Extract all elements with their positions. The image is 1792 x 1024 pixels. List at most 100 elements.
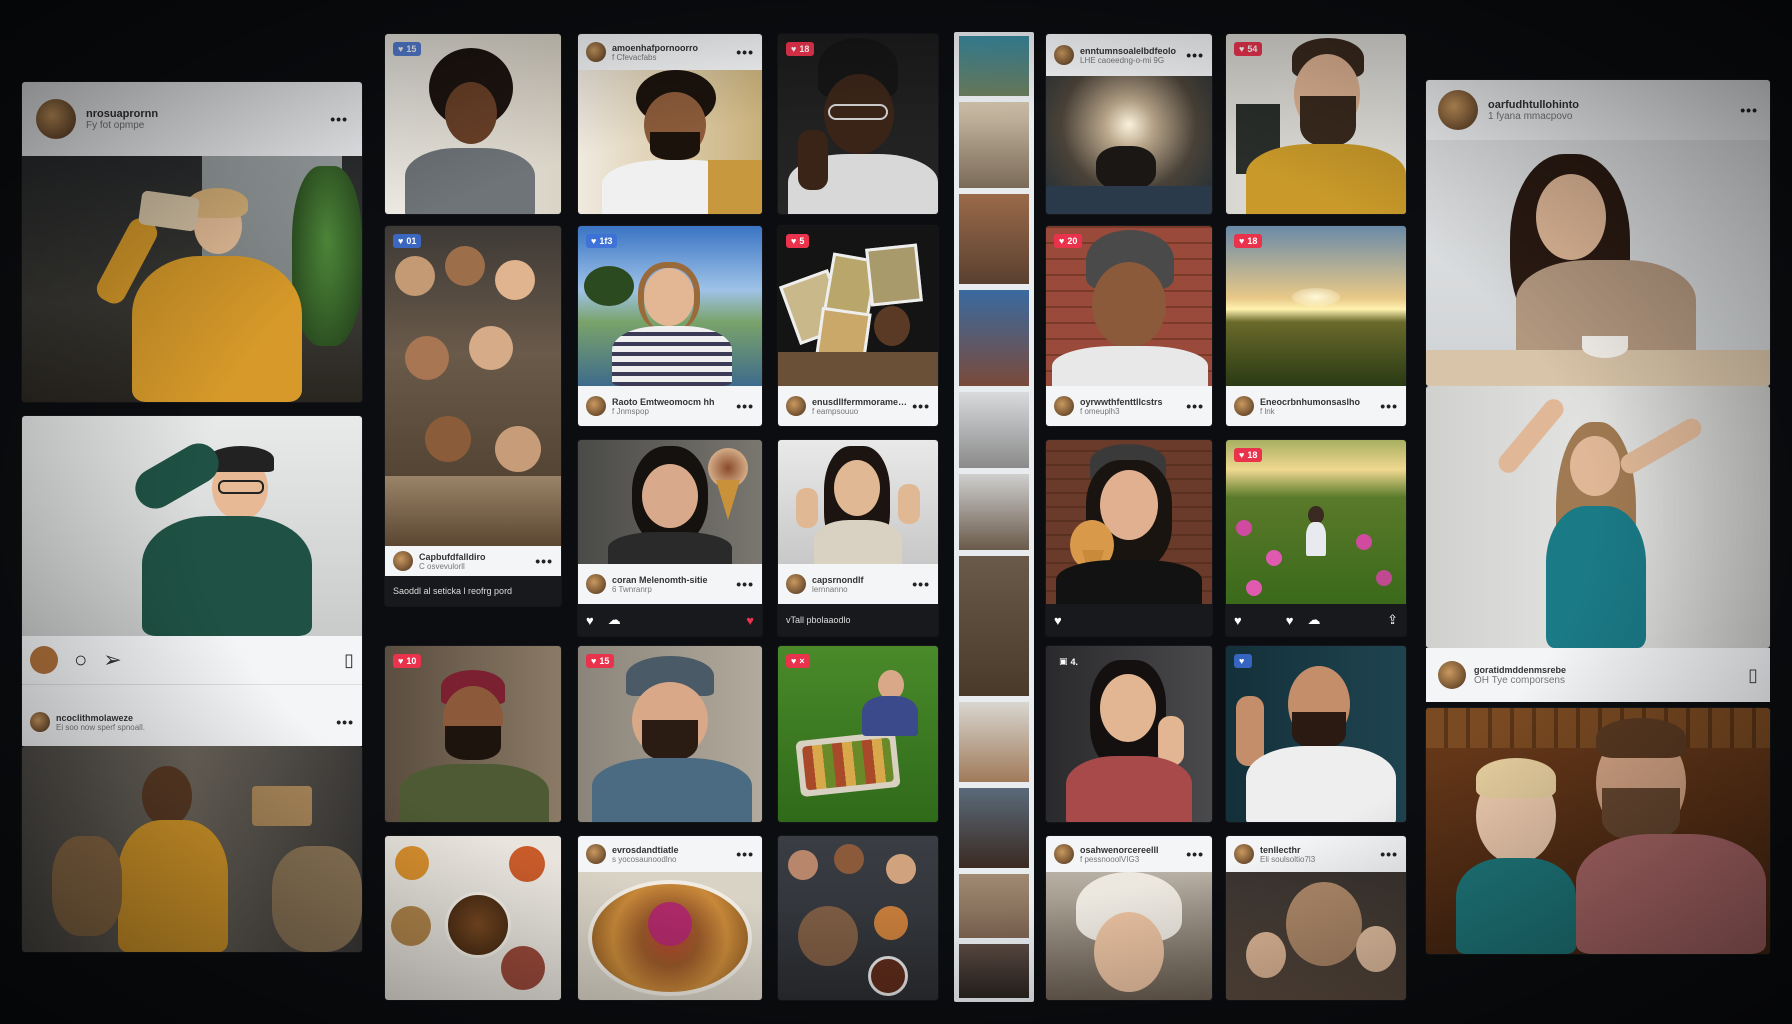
thumbnail[interactable] [959, 788, 1029, 868]
post-card[interactable]: osahwenorcereelll f pessnooolVIG3 ••• [1046, 836, 1212, 1000]
bookmark-icon[interactable]: ▯ [1748, 664, 1758, 685]
post-card[interactable]: ♥ 15 [578, 646, 762, 822]
thumbnail[interactable] [959, 392, 1029, 468]
post-card[interactable]: ○ ➢ ▯ ••• [22, 416, 362, 746]
post-username[interactable]: oyrwwthfenttllcstrs [1080, 396, 1163, 407]
avatar[interactable] [1234, 844, 1254, 864]
post-username[interactable]: tenllecthr [1260, 844, 1301, 855]
thumbnail[interactable] [959, 102, 1029, 188]
comment-icon[interactable]: ○ [74, 647, 88, 672]
like-icon[interactable]: ♥ [1285, 612, 1294, 628]
post-card[interactable]: ♥ [1226, 646, 1406, 822]
post-card[interactable] [1426, 386, 1770, 648]
avatar[interactable] [1054, 844, 1074, 864]
thumbnail[interactable] [959, 36, 1029, 96]
more-options-icon[interactable]: ••• [535, 553, 553, 569]
post-username[interactable]: osahwenorcereelll [1080, 844, 1159, 855]
post-photo[interactable] [1226, 646, 1406, 822]
post-username[interactable]: Raoto Emtweomocm hh [612, 396, 715, 407]
share-icon[interactable]: ⇪ [1387, 612, 1398, 627]
post-photo[interactable] [1046, 440, 1212, 604]
post-photo[interactable] [385, 34, 561, 214]
post-card[interactable] [1426, 708, 1770, 954]
post-photo[interactable] [778, 34, 938, 214]
avatar[interactable] [36, 99, 76, 139]
post-card[interactable]: tenllecthr Eli soulsoltio7l3 ••• [1226, 836, 1406, 1000]
like-icon[interactable] [30, 646, 58, 674]
more-options-icon[interactable]: ••• [1186, 398, 1204, 414]
post-card[interactable]: ♥ 15 [385, 34, 561, 214]
thumbnail[interactable] [959, 194, 1029, 284]
post-username[interactable]: evrosdandtiatle [612, 844, 679, 855]
thumbnail[interactable] [959, 874, 1029, 938]
post-photo[interactable] [778, 440, 938, 564]
post-photo[interactable] [385, 646, 561, 822]
more-options-icon[interactable]: ••• [912, 576, 930, 592]
post-photo[interactable] [1226, 34, 1406, 214]
post-username[interactable]: goratidmddenmsrebe [1474, 664, 1567, 675]
post-username[interactable]: ncoclithmolaweze [56, 712, 134, 723]
post-card[interactable] [385, 836, 561, 1000]
more-options-icon[interactable]: ••• [736, 44, 754, 60]
post-card[interactable]: oarfudhtullohinto 1 fyana mmacpovo ••• [1426, 80, 1770, 386]
post-username[interactable]: Eneocrbnhumonsaslho [1260, 396, 1361, 407]
post-photo[interactable] [385, 836, 561, 1000]
post-username[interactable]: amoenhafpornoorro [612, 42, 699, 53]
post-photo[interactable] [578, 226, 762, 386]
more-options-icon[interactable]: ••• [330, 111, 348, 127]
post-photo[interactable] [22, 416, 362, 636]
more-options-icon[interactable]: ••• [736, 398, 754, 414]
post-username[interactable]: nrosuaprornn [86, 107, 159, 120]
avatar[interactable] [30, 712, 50, 732]
post-card[interactable]: ♥ 18 Eneocrbnhumonsaslho f lnk ••• [1226, 226, 1406, 426]
post-card[interactable]: enntumnsoalelbdfeolo LHE caoeedng-o-mi 9… [1046, 34, 1212, 214]
post-username[interactable]: enntumnsoalelbdfeolo [1080, 45, 1177, 56]
post-photo[interactable] [778, 226, 938, 386]
avatar[interactable] [393, 551, 413, 571]
more-options-icon[interactable]: ••• [912, 398, 930, 414]
post-photo[interactable] [578, 70, 762, 214]
post-photo[interactable] [1046, 646, 1212, 822]
post-card[interactable]: ▣ 4. [1046, 646, 1212, 822]
post-photo[interactable] [1226, 872, 1406, 1000]
post-photo[interactable] [1046, 872, 1212, 1000]
post-card[interactable]: ♥ × [778, 646, 938, 822]
avatar[interactable] [1054, 396, 1074, 416]
post-card[interactable]: ♥ 18 ♥ ♥ ☁ ⇪ [1226, 440, 1406, 636]
like-icon[interactable]: ♥ [586, 612, 594, 628]
post-photo[interactable] [22, 746, 362, 952]
post-card[interactable]: ♥ 20 oyrwwthfenttllcstrs f omeuplh3 ••• [1046, 226, 1212, 426]
post-username[interactable]: Capbufdfalldiro [419, 551, 486, 562]
more-options-icon[interactable]: ••• [1380, 846, 1398, 862]
post-photo[interactable] [778, 836, 938, 1000]
post-card[interactable]: ♥ 10 [385, 646, 561, 822]
post-photo[interactable] [1046, 76, 1212, 214]
post-photo[interactable] [385, 226, 561, 546]
more-options-icon[interactable]: ••• [736, 846, 754, 862]
thumbnail[interactable] [959, 944, 1029, 998]
post-photo[interactable] [578, 872, 762, 1000]
post-photo[interactable] [1046, 226, 1212, 386]
post-photo[interactable] [1226, 440, 1406, 604]
post-username[interactable]: coran Melenomth-sitie [612, 574, 708, 585]
post-photo[interactable] [1226, 226, 1406, 386]
post-photo[interactable] [578, 646, 762, 822]
post-card[interactable]: evrosdandtiatle s yocosaunoodlno ••• [578, 836, 762, 1000]
more-options-icon[interactable]: ••• [736, 576, 754, 592]
more-options-icon[interactable]: ••• [1186, 846, 1204, 862]
more-options-icon[interactable]: ••• [1186, 47, 1204, 63]
thumbnail[interactable] [959, 702, 1029, 782]
avatar[interactable] [786, 574, 806, 594]
like-icon-active[interactable]: ♥ [746, 612, 754, 628]
like-icon[interactable]: ♥ [1234, 612, 1242, 628]
post-card[interactable]: nrosuaprornn Fy fot opmpe ••• [22, 82, 362, 402]
avatar[interactable] [786, 396, 806, 416]
more-options-icon[interactable]: ••• [1380, 398, 1398, 414]
post-card[interactable]: ♥ 01 Capbufdfalldiro C osvevulorll ••• Sa… [385, 226, 561, 606]
more-options-icon[interactable]: ••• [336, 714, 354, 730]
avatar[interactable] [1054, 45, 1074, 65]
post-card[interactable]: coran Melenomth-sitie 6 Twnranrp ••• ♥ ☁… [578, 440, 762, 636]
post-card[interactable]: ♥ [1046, 440, 1212, 636]
post-card[interactable]: ♥ 1f3 Raoto Emtweomocm hh f Jnmspop ••• [578, 226, 762, 426]
comment-icon[interactable]: ☁ [1307, 612, 1321, 627]
